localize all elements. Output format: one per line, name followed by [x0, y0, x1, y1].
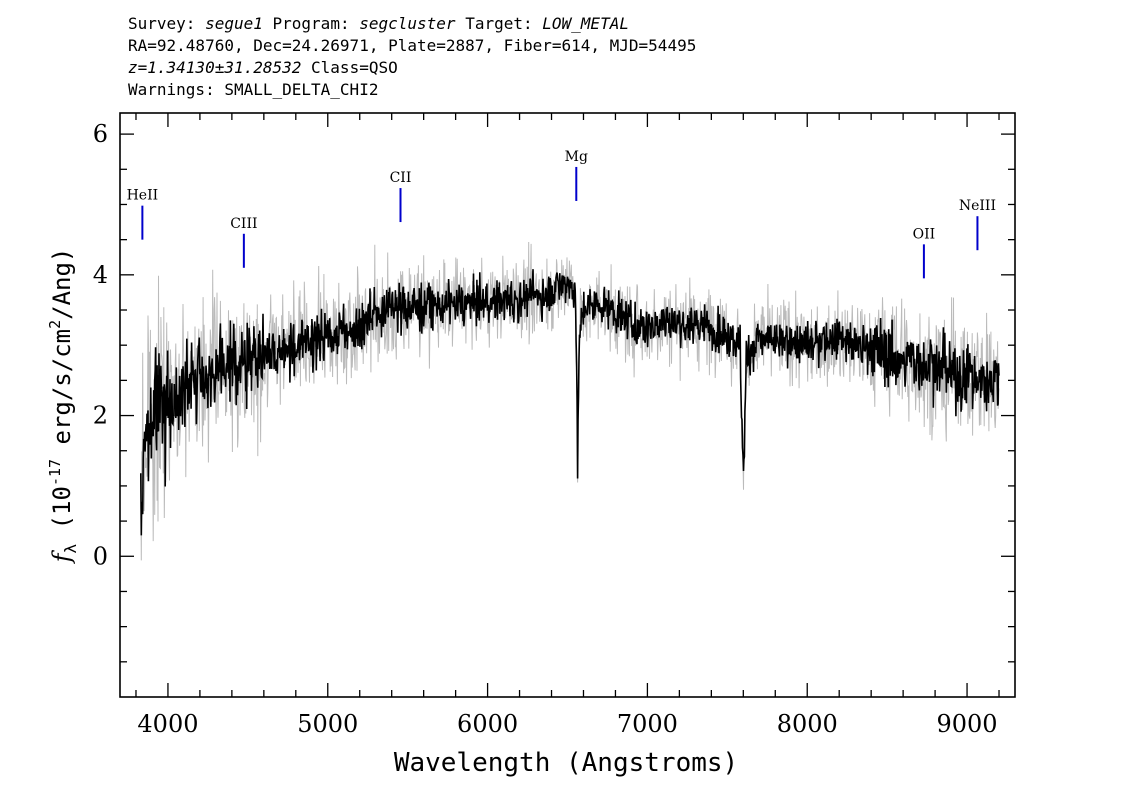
x-tick-label: 7000: [617, 710, 678, 738]
smoothed-flux-layer: [140, 269, 1000, 536]
x-tick-label: 6000: [457, 710, 518, 738]
x-tick-label: 5000: [297, 710, 358, 738]
x-axis-label: Wavelength (Angstroms): [394, 748, 738, 778]
target-label: Target:: [465, 14, 533, 33]
noisy-flux-line: [140, 241, 1000, 561]
class-value: Class=QSO: [311, 58, 398, 77]
x-tick-label: 9000: [937, 710, 998, 738]
line-label-ciii: CIII: [230, 216, 257, 232]
emission-line-markers: HeII CIII CII Mg OII NeIII: [127, 149, 996, 279]
line-label-neiii: NeIII: [959, 198, 996, 214]
line-label-heii: HeII: [127, 188, 159, 204]
y-tick-label: 4: [93, 261, 108, 289]
program-label: Program:: [272, 14, 350, 33]
smoothed-flux-line: [140, 269, 1000, 536]
header-line-warnings: Warnings: SMALL_DELTA_CHI2: [128, 80, 379, 99]
x-tick-label: 8000: [777, 710, 838, 738]
survey-value: segue1: [205, 14, 263, 33]
header-line-survey: Survey: segue1 Program: segcluster Targe…: [128, 13, 696, 35]
noisy-flux-layer: [140, 241, 1000, 561]
header-line-coordinates: RA=92.48760, Dec=24.26971, Plate=2887, F…: [128, 36, 697, 55]
survey-label: Survey:: [128, 14, 196, 33]
y-tick-label: 6: [93, 120, 108, 148]
y-tick-label: 0: [93, 542, 108, 570]
y-tick-label: 2: [93, 402, 108, 430]
y-axis-label: fλ (10-17 erg/s/cm2/Ang): [46, 248, 80, 565]
plot-frame: [119, 112, 1016, 698]
x-tick-label: 4000: [137, 710, 198, 738]
redshift-value: z=1.34130±31.28532: [128, 58, 302, 77]
line-label-cii: CII: [390, 170, 412, 186]
header-line-redshift: z=1.34130±31.28532 Class=QSO: [128, 57, 696, 79]
line-label-mg: Mg: [565, 149, 588, 165]
target-value: LOW_METAL: [542, 14, 629, 33]
line-label-oii: OII: [913, 226, 936, 242]
program-value: segcluster: [359, 14, 456, 33]
spectrum-header: Survey: segue1 Program: segcluster Targe…: [128, 13, 696, 101]
axes-layer: 4000 5000 6000 7000 8000 9000 0 2 4 6: [93, 112, 1016, 738]
